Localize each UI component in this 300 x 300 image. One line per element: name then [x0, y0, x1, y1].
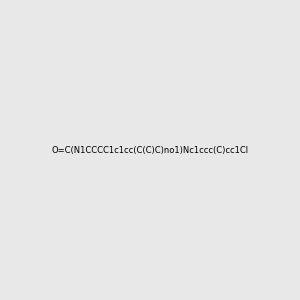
Text: O=C(N1CCCC1c1cc(C(C)C)no1)Nc1ccc(C)cc1Cl: O=C(N1CCCC1c1cc(C(C)C)no1)Nc1ccc(C)cc1Cl	[51, 146, 249, 154]
